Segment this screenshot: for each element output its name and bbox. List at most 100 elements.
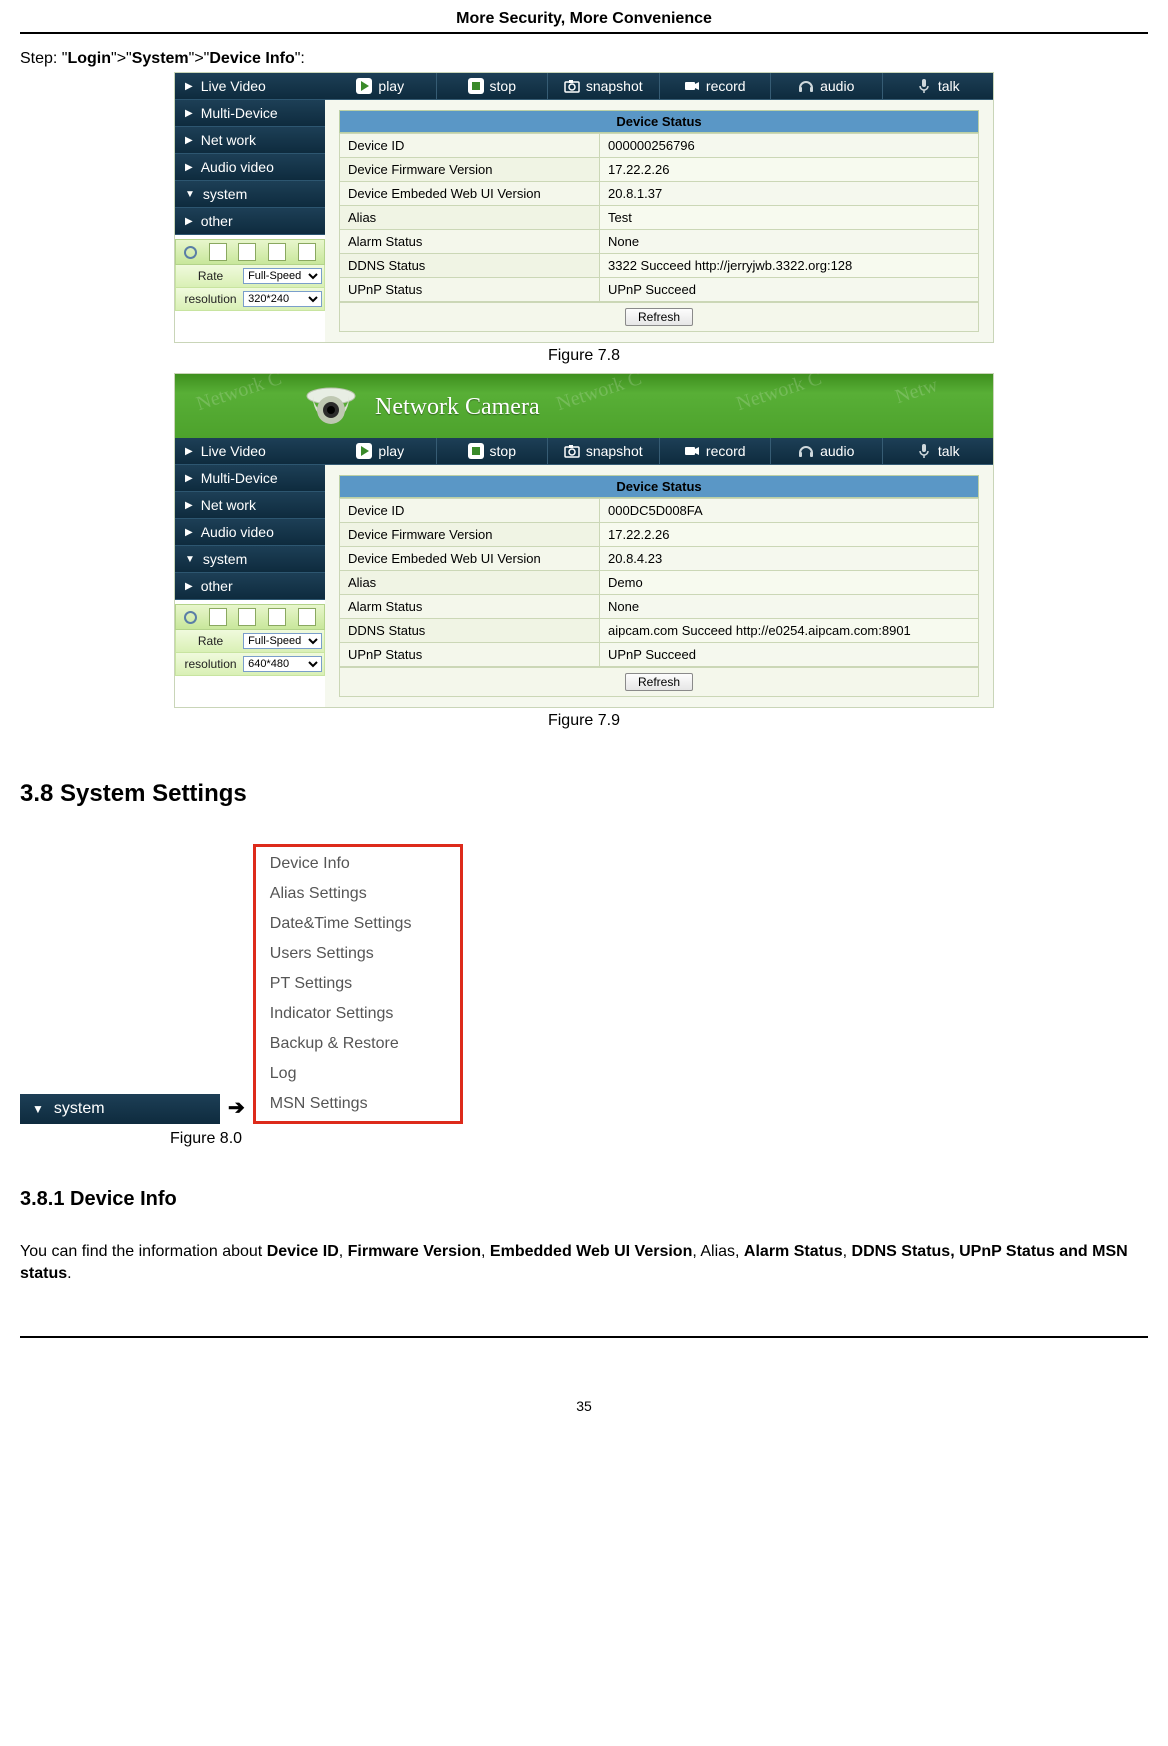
table-row: DDNS Status3322 Succeed http://jerryjwb.… (340, 254, 979, 278)
step-breadcrumb: Step: "Login">"System">"Device Info": (20, 50, 1148, 68)
ptz-layout-icon[interactable] (268, 608, 286, 626)
submenu-item[interactable]: Alias Settings (256, 879, 460, 909)
record-label: record (706, 443, 746, 459)
table-row: UPnP StatusUPnP Succeed (340, 643, 979, 667)
status-key: Alias (340, 571, 600, 595)
record-button[interactable]: record (660, 73, 772, 99)
stop-button[interactable]: stop (437, 73, 549, 99)
audio-button[interactable]: audio (771, 73, 883, 99)
chevron-right-icon: ▶ (185, 135, 193, 146)
resolution-row: resolution 640*480 (175, 653, 325, 676)
sidebar-item-network[interactable]: ▶Net work (175, 127, 325, 154)
stop-button[interactable]: stop (437, 438, 549, 464)
submenu-item[interactable]: MSN Settings (256, 1089, 460, 1119)
refresh-button[interactable] (625, 308, 693, 326)
para-text: , (481, 1243, 490, 1260)
table-row: Device Embeded Web UI Version20.8.4.23 (340, 547, 979, 571)
sidebar-item-multi-device[interactable]: ▶Multi-Device (175, 100, 325, 127)
status-value: 17.22.2.26 (600, 523, 979, 547)
status-key: DDNS Status (340, 619, 600, 643)
ptz-layout-icon[interactable] (268, 243, 286, 261)
ptz-layout-icon[interactable] (184, 611, 197, 624)
step-system: System (132, 50, 189, 67)
status-key: Device ID (340, 134, 600, 158)
refresh-button[interactable] (625, 673, 693, 691)
snapshot-button[interactable]: snapshot (548, 73, 660, 99)
sidebar-item-live-video[interactable]: ▶Live Video (175, 438, 325, 465)
table-row: Device Firmware Version17.22.2.26 (340, 523, 979, 547)
record-icon (684, 443, 700, 459)
snapshot-button[interactable]: snapshot (548, 438, 660, 464)
resolution-select[interactable]: 640*480 (243, 656, 322, 672)
resolution-select[interactable]: 320*240 (243, 291, 322, 307)
talk-button[interactable]: talk (883, 438, 994, 464)
play-button[interactable]: play (325, 73, 437, 99)
sidebar-item-other[interactable]: ▶ other (175, 208, 325, 235)
chevron-right-icon: ▶ (185, 216, 193, 227)
status-value: 17.22.2.26 (600, 158, 979, 182)
watermark-text: Netw (893, 374, 941, 409)
sidebar-item-system[interactable]: ▼system (175, 181, 325, 208)
device-status-title: Device Status (339, 110, 979, 133)
record-button[interactable]: record (660, 438, 772, 464)
system-submenu: Device InfoAlias SettingsDate&Time Setti… (253, 844, 463, 1124)
page-header: More Security, More Convenience (20, 10, 1148, 34)
submenu-item[interactable]: Device Info (256, 849, 460, 879)
submenu-item[interactable]: Indicator Settings (256, 999, 460, 1029)
system-label: system (54, 1100, 105, 1118)
chevron-right-icon: ▶ (185, 500, 193, 511)
submenu-item[interactable]: Backup & Restore (256, 1029, 460, 1059)
submenu-item[interactable]: Log (256, 1059, 460, 1089)
table-row: Device Firmware Version17.22.2.26 (340, 158, 979, 182)
para-bold: Firmware Version (348, 1243, 481, 1260)
talk-label: talk (938, 443, 960, 459)
ptz-layout-icon[interactable] (298, 608, 316, 626)
chevron-right-icon: ▶ (185, 108, 193, 119)
table-row: Alarm StatusNone (340, 230, 979, 254)
fig78-screenshot: ▶Live Video ▶Multi-Device ▶Net work ▶Aud… (174, 72, 994, 343)
dome-camera-icon (305, 384, 357, 428)
section-heading-3-8: 3.8 System Settings (20, 780, 1148, 808)
sidebar-item-other[interactable]: ▶other (175, 573, 325, 600)
ptz-layout-icon[interactable] (209, 608, 227, 626)
sidebar-item-multi-device[interactable]: ▶Multi-Device (175, 465, 325, 492)
para-bold: Embedded Web UI Version (490, 1243, 692, 1260)
audio-label: audio (820, 78, 854, 94)
ptz-layout-icon[interactable] (209, 243, 227, 261)
sidebar-item-audio-video[interactable]: ▶Audio video (175, 519, 325, 546)
submenu-item[interactable]: Date&Time Settings (256, 909, 460, 939)
sidebar-item-network[interactable]: ▶Net work (175, 492, 325, 519)
table-row: Device ID000DC5D008FA (340, 499, 979, 523)
step-suffix: ": (295, 50, 305, 67)
rate-select[interactable]: Full-Speed (243, 268, 322, 284)
play-icon (356, 78, 372, 94)
headphones-icon (798, 78, 814, 94)
sidebar-item-label: other (201, 213, 233, 229)
submenu-item[interactable]: Users Settings (256, 939, 460, 969)
chevron-down-icon: ▼ (32, 1102, 44, 1116)
ptz-layout-icon[interactable] (184, 246, 197, 259)
watermark-text: Network C (734, 367, 825, 416)
audio-button[interactable]: audio (771, 438, 883, 464)
rate-select[interactable]: Full-Speed (243, 633, 322, 649)
ptz-layout-icon[interactable] (238, 608, 256, 626)
rate-label: Rate (178, 269, 243, 283)
fig79-screenshot: Network C Network C Network C Netw Netwo… (174, 373, 994, 708)
play-button[interactable]: play (325, 438, 437, 464)
fig78-caption: Figure 7.8 (20, 347, 1148, 365)
sidebar-item-live-video[interactable]: ▶Live Video (175, 73, 325, 100)
ptz-layout-icon[interactable] (238, 243, 256, 261)
table-row: UPnP StatusUPnP Succeed (340, 278, 979, 302)
ptz-layout-icon[interactable] (298, 243, 316, 261)
talk-button[interactable]: talk (883, 73, 994, 99)
fig79-sidebar: ▶Live Video ▶Multi-Device ▶Net work ▶Aud… (175, 438, 325, 707)
fig80-caption: Figure 8.0 (170, 1130, 1148, 1148)
sidebar-item-system-large[interactable]: ▼ system (20, 1094, 220, 1124)
sidebar-item-system[interactable]: ▼system (175, 546, 325, 573)
table-row: Device ID000000256796 (340, 134, 979, 158)
para-text: You can find the information about (20, 1243, 267, 1260)
status-value: 20.8.4.23 (600, 547, 979, 571)
sidebar-item-audio-video[interactable]: ▶Audio video (175, 154, 325, 181)
submenu-item[interactable]: PT Settings (256, 969, 460, 999)
chevron-down-icon: ▼ (185, 189, 195, 200)
